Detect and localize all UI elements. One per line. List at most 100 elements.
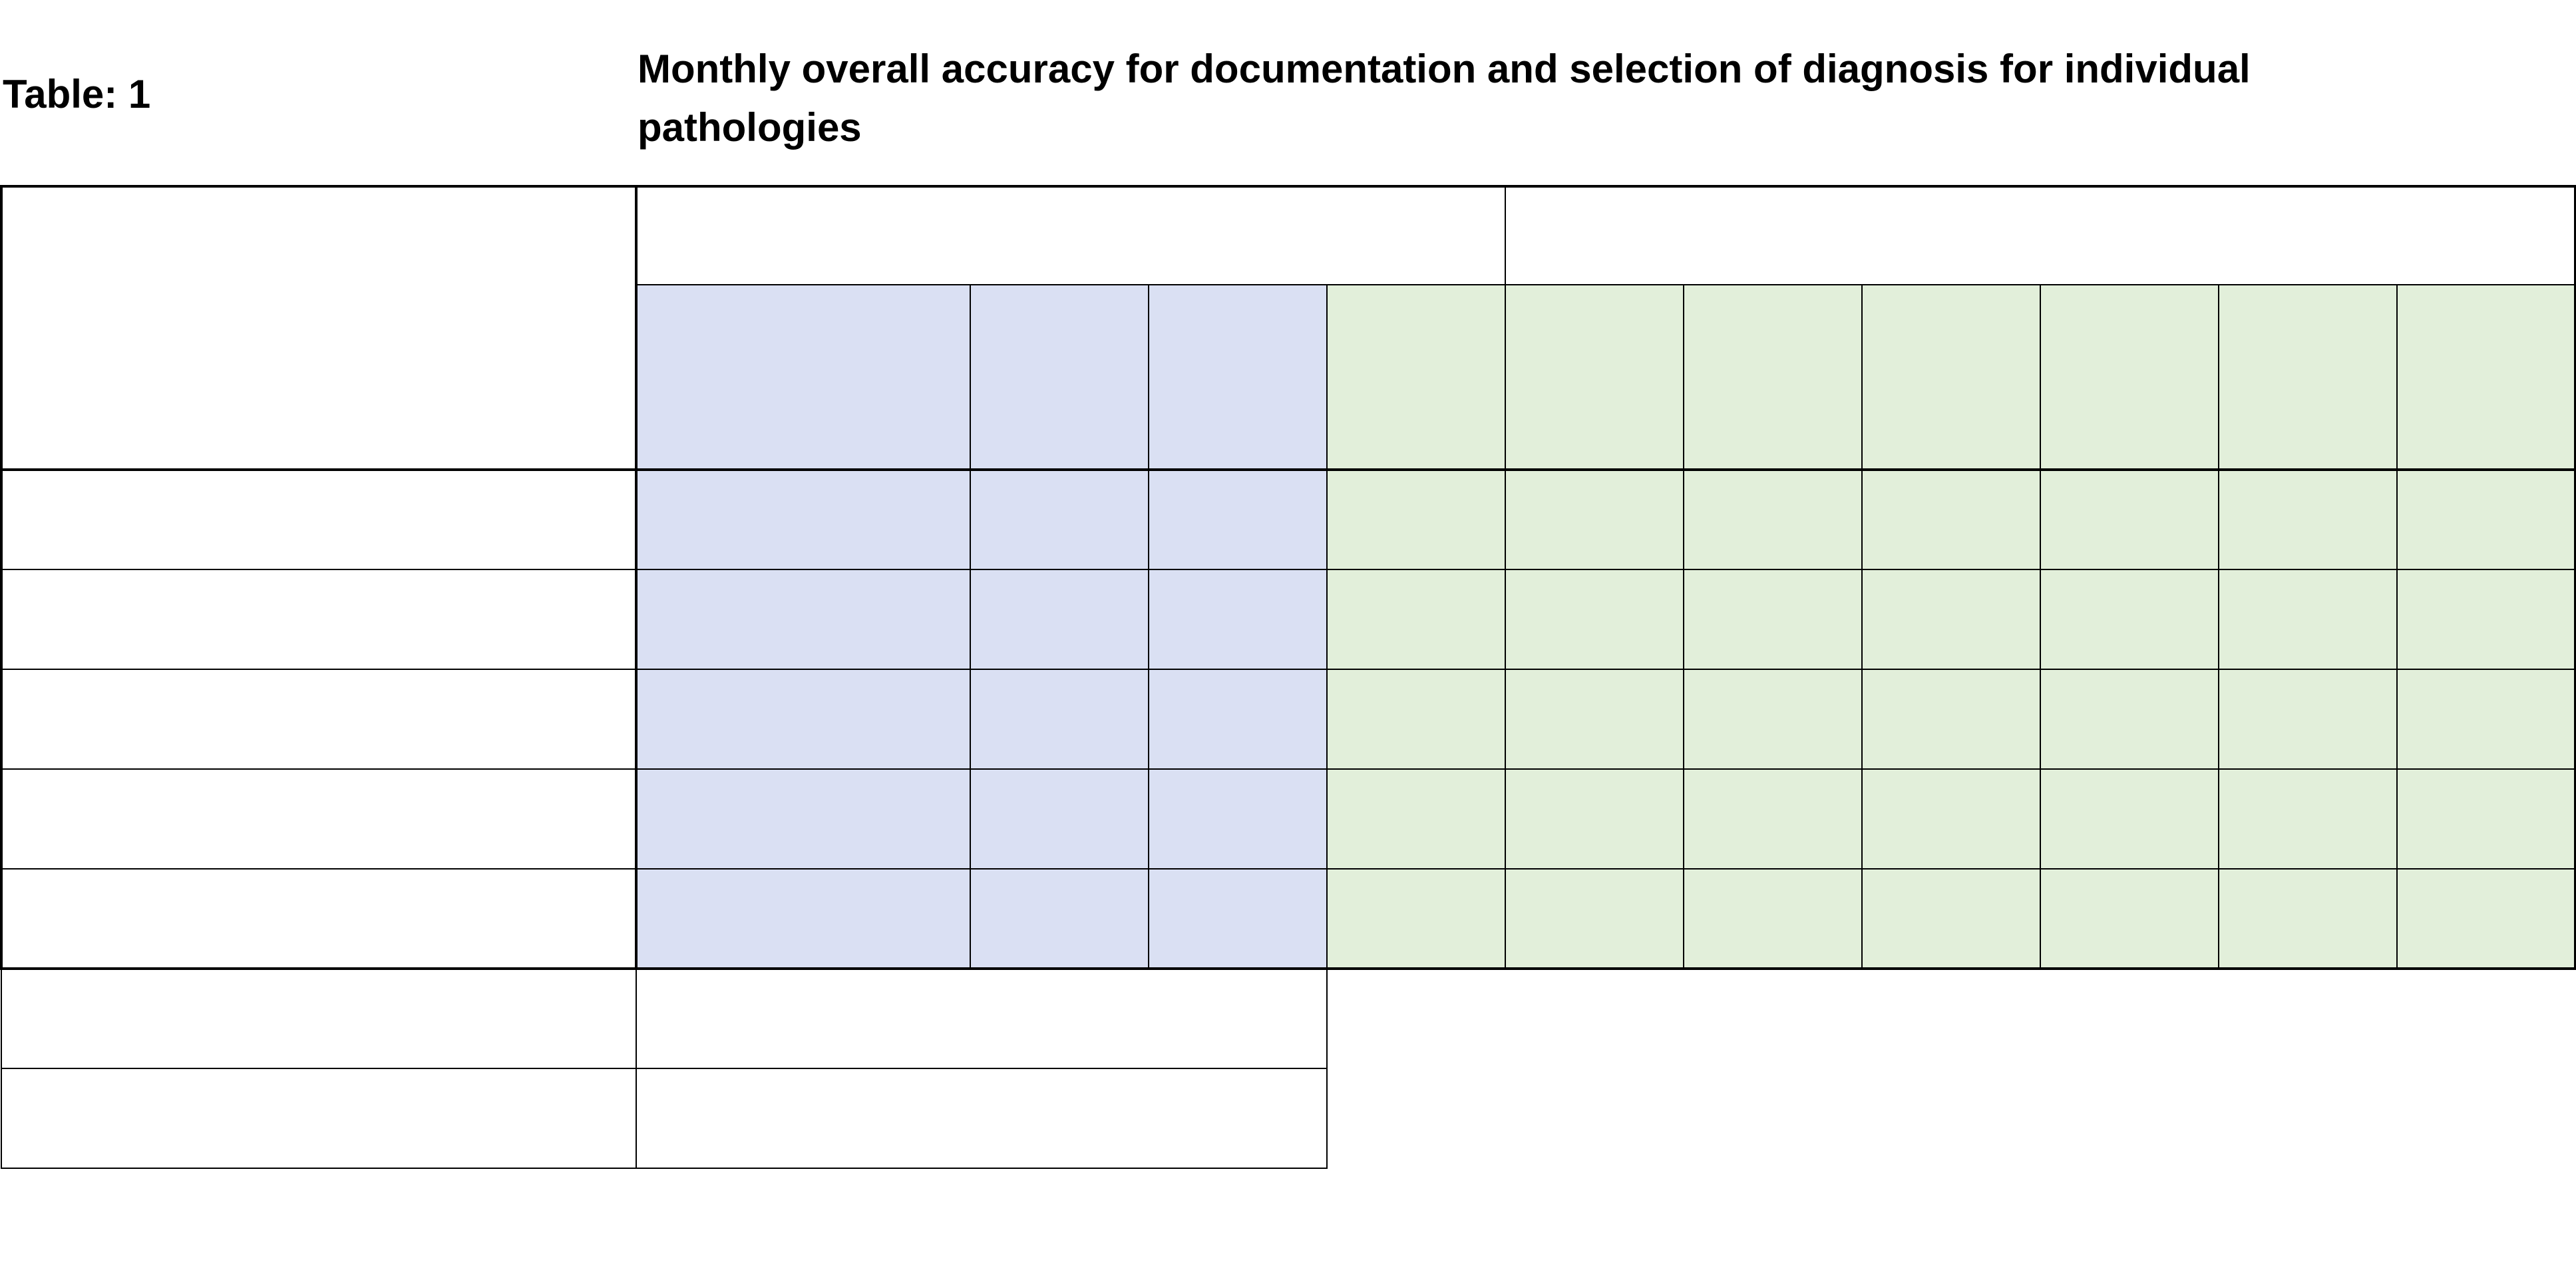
accuracy-value — [2219, 869, 2397, 969]
accuracy-value — [636, 669, 970, 769]
diagnosis-name — [1, 569, 636, 669]
period-header — [2040, 285, 2219, 470]
table-border — [0, 468, 2576, 471]
accuracy-value — [2397, 470, 2575, 569]
accuracy-value — [1862, 669, 2040, 769]
table-border — [1505, 186, 1506, 969]
period-header — [2219, 285, 2397, 470]
accuracy-value — [1684, 669, 1862, 769]
accuracy-value — [970, 569, 1149, 669]
period-header — [1684, 285, 1862, 470]
table-border — [2218, 284, 2219, 969]
accuracy-value — [1505, 869, 1684, 969]
legend-description — [636, 1068, 1327, 1168]
accuracy-value — [2397, 769, 2575, 869]
diagnosis-name — [1, 769, 636, 869]
accuracy-value — [2040, 470, 2219, 569]
period-header — [636, 285, 970, 470]
table-border — [1148, 284, 1149, 969]
accuracy-value — [1862, 470, 2040, 569]
table-label: Table: 1 — [3, 72, 151, 116]
accuracy-value — [1327, 470, 1505, 569]
intervention-column-fill — [1505, 285, 1684, 969]
table-border — [1, 669, 2576, 670]
accuracy-value — [1327, 869, 1505, 969]
table-border — [636, 284, 2576, 285]
table-title: Monthly overall accuracy for documentati… — [638, 47, 2251, 150]
table-border — [2574, 185, 2576, 970]
intervention-column-fill — [2219, 285, 2397, 969]
accuracy-value — [636, 869, 970, 969]
accuracy-value — [636, 470, 970, 569]
table-border — [1326, 968, 1328, 1169]
accuracy-value — [2219, 769, 2397, 869]
accuracy-value — [2219, 569, 2397, 669]
table-border — [1861, 284, 1863, 969]
table-border — [635, 185, 638, 970]
table-border — [1, 1168, 1328, 1169]
accuracy-value — [1684, 569, 1862, 669]
period-header — [1862, 285, 2040, 470]
period-header — [970, 285, 1149, 470]
table-border — [0, 185, 2576, 188]
accuracy-value — [2397, 569, 2575, 669]
table-border — [1326, 284, 1328, 969]
table-border — [2396, 284, 2398, 969]
intervention-column-fill — [2397, 285, 2575, 969]
year-2020-header — [636, 186, 1505, 285]
accuracy-value — [1862, 869, 2040, 969]
table-border — [636, 968, 637, 1169]
accuracy-value — [1149, 769, 1327, 869]
diagnosis-name — [1, 869, 636, 969]
accuracy-value — [1149, 569, 1327, 669]
retrospective-column-fill — [636, 285, 970, 969]
accuracy-value — [1149, 669, 1327, 769]
legend-description — [636, 969, 1327, 1068]
accuracy-value — [970, 470, 1149, 569]
accuracy-value — [1327, 769, 1505, 869]
table-border — [0, 967, 2576, 970]
table-border — [1, 868, 2576, 870]
accuracy-value — [1684, 769, 1862, 869]
accuracy-value — [2397, 869, 2575, 969]
accuracy-value — [970, 769, 1149, 869]
accuracy-value — [2219, 669, 2397, 769]
table-border — [1, 1068, 1328, 1069]
accuracy-value — [1505, 769, 1684, 869]
accuracy-value — [1149, 869, 1327, 969]
diagnosis-name — [1, 470, 636, 569]
accuracy-value — [1149, 470, 1327, 569]
table-border — [0, 185, 3, 970]
accuracy-value — [636, 569, 970, 669]
intervention-column-fill — [1862, 285, 2040, 969]
accuracy-value — [1327, 569, 1505, 669]
legend-key — [1, 969, 636, 1068]
retrospective-column-fill — [1149, 285, 1327, 969]
accuracy-value — [970, 669, 1149, 769]
diagnosis-name — [1, 669, 636, 769]
period-header — [1505, 285, 1684, 470]
period-header — [1149, 285, 1327, 470]
table-border — [970, 284, 971, 969]
accuracy-value — [2397, 669, 2575, 769]
accuracy-value — [1327, 669, 1505, 769]
table-border — [1, 768, 2576, 770]
table-border — [1, 569, 2576, 570]
table-border — [2040, 284, 2041, 969]
legend-key — [1, 1068, 636, 1168]
accuracy-value — [1684, 470, 1862, 569]
intervention-column-fill — [1684, 285, 1862, 969]
period-header — [1327, 285, 1505, 470]
accuracy-value — [1505, 569, 1684, 669]
accuracy-value — [1862, 569, 2040, 669]
accuracy-value — [1862, 769, 2040, 869]
period-header — [2397, 285, 2575, 470]
accuracy-value — [2040, 869, 2219, 969]
accuracy-value — [2040, 769, 2219, 869]
accuracy-value — [636, 769, 970, 869]
accuracy-value — [1505, 669, 1684, 769]
table-border — [1683, 284, 1684, 969]
table-border — [1, 968, 2, 1169]
intervention-column-fill — [2040, 285, 2219, 969]
